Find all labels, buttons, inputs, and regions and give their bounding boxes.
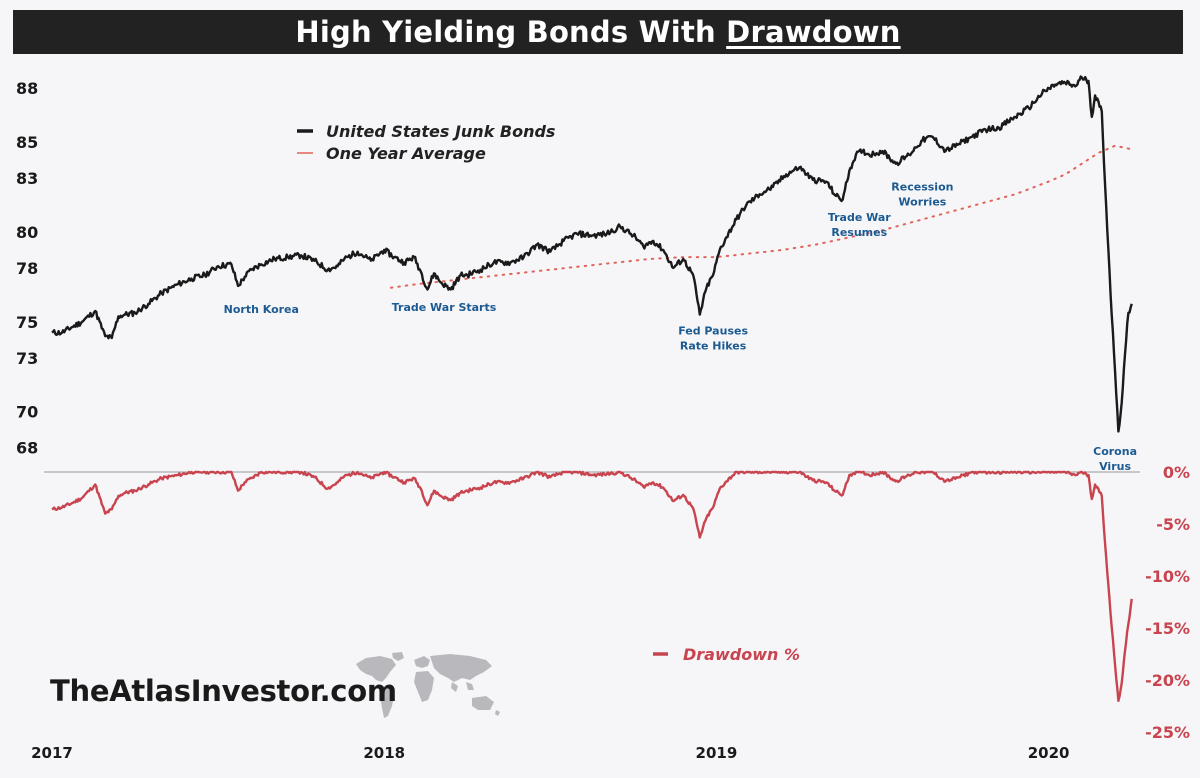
- y-tick-label: 68: [16, 439, 38, 458]
- event-annotation: North Korea: [224, 303, 299, 316]
- event-annotation-line: Corona: [1093, 445, 1137, 458]
- y-tick-label: 88: [16, 79, 38, 98]
- y-tick-label: 73: [16, 349, 38, 368]
- chart-title-underlined: Drawdown: [726, 15, 901, 49]
- legend-label-drawdown: Drawdown %: [683, 645, 800, 664]
- x-tick-label: 2018: [363, 744, 405, 762]
- y-tick-label: 70: [16, 403, 38, 422]
- event-annotation: Corona Virus: [1093, 445, 1137, 473]
- event-annotation: Trade War Resumes: [828, 211, 891, 239]
- event-annotation: Trade War Starts: [392, 301, 497, 314]
- event-annotation-line: North Korea: [224, 303, 299, 316]
- drawdown-layer: [51, 470, 1133, 702]
- drawdown-y-tick-label: -25%: [1145, 723, 1190, 742]
- x-tick-label: 2019: [696, 744, 738, 762]
- y-tick-label: 85: [16, 133, 38, 152]
- event-annotation-line: Resumes: [831, 226, 887, 239]
- event-annotation: Recession Worries: [891, 181, 953, 209]
- legend-label-junk-bonds: United States Junk Bonds: [326, 122, 555, 141]
- event-annotation-line: Worries: [898, 196, 946, 209]
- legend-label-one-year-average: One Year Average: [326, 144, 486, 163]
- event-annotation-line: Virus: [1099, 460, 1131, 473]
- event-annotation: Fed Pauses Rate Hikes: [678, 324, 748, 352]
- y-tick-label: 80: [16, 223, 38, 242]
- axes-layer: 68 70 73 75 78 80 83 85 88 0% -5% -10% -15% -20% -25% 2…: [16, 79, 1190, 762]
- one-year-average-layer: [389, 144, 1133, 289]
- event-annotation-line: Trade War Starts: [392, 301, 497, 314]
- y-tick-label: 75: [16, 313, 38, 332]
- event-annotation-line: Rate Hikes: [680, 339, 747, 352]
- brand-watermark: TheAtlasInvestor.com: [50, 674, 397, 708]
- legend-top: United States Junk Bonds One Year Averag…: [297, 122, 555, 163]
- drawdown-y-tick-label: 0%: [1163, 463, 1190, 482]
- y-tick-label: 83: [16, 169, 38, 188]
- y-tick-label: 78: [16, 259, 38, 278]
- junk-bonds-layer: [51, 75, 1133, 433]
- chart-title-prefix: High Yielding Bonds With: [295, 15, 727, 49]
- legend-bottom: Drawdown %: [653, 645, 800, 664]
- series-drawdown: [51, 470, 1133, 702]
- series-united-states-junk-bonds: [51, 75, 1133, 433]
- drawdown-y-tick-label: -15%: [1145, 619, 1190, 638]
- event-annotation-line: Trade War: [828, 211, 891, 224]
- drawdown-y-tick-label: -10%: [1145, 567, 1190, 586]
- x-tick-label: 2017: [31, 744, 73, 762]
- event-annotation-line: Recession: [891, 181, 953, 194]
- x-tick-label: 2020: [1028, 744, 1070, 762]
- chart-title: High Yielding Bonds With Drawdown: [13, 10, 1183, 54]
- world-map-icon: [356, 652, 500, 718]
- annotations-layer: North Korea Trade War Starts Fed Pauses Rat…: [224, 181, 1137, 473]
- drawdown-y-tick-label: -20%: [1145, 671, 1190, 690]
- event-annotation-line: Fed Pauses: [678, 324, 748, 337]
- drawdown-y-tick-label: -5%: [1156, 515, 1190, 534]
- series-one-year-average: [389, 144, 1133, 289]
